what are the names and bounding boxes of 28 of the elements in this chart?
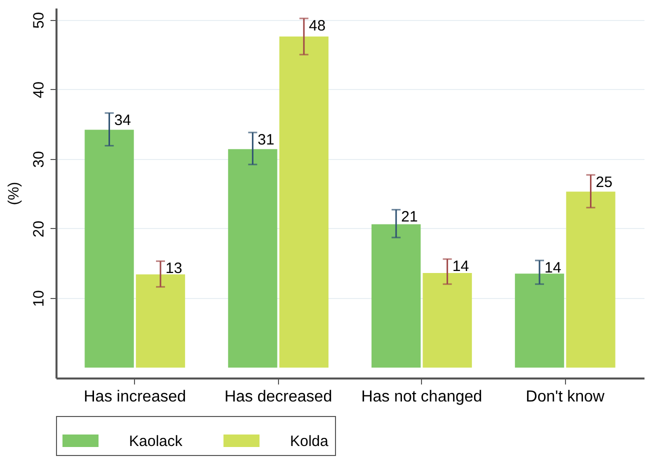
bar <box>372 224 421 368</box>
legend-label: Kaolack <box>129 432 183 450</box>
bar <box>566 192 616 368</box>
data-label: 25 <box>596 174 612 191</box>
bar <box>279 36 328 368</box>
data-label: 21 <box>401 208 418 226</box>
y-tick-label: 10 <box>30 290 48 307</box>
bar <box>422 272 472 368</box>
legend-label: Kolda <box>290 432 330 450</box>
data-label: 13 <box>165 260 182 278</box>
y-tick-label: 40 <box>30 82 48 98</box>
data-label: 14 <box>452 258 470 276</box>
x-tick-label: Has decreased <box>224 388 332 406</box>
bar <box>136 274 186 368</box>
bar <box>228 149 278 368</box>
data-label: 48 <box>308 17 326 34</box>
y-axis-title: (%) <box>6 182 22 206</box>
x-tick-label: Don't know <box>526 388 605 406</box>
data-label: 14 <box>544 259 562 276</box>
y-tick-label: 50 <box>30 12 48 29</box>
y-tick-label: 30 <box>30 151 48 168</box>
y-tick-label: 20 <box>30 220 48 238</box>
x-tick-label: Has increased <box>84 388 186 406</box>
bar <box>84 130 134 368</box>
bar <box>514 274 564 368</box>
x-tick-label: Has not changed <box>361 388 482 406</box>
data-label: 31 <box>258 131 274 148</box>
data-label: 34 <box>114 112 131 130</box>
